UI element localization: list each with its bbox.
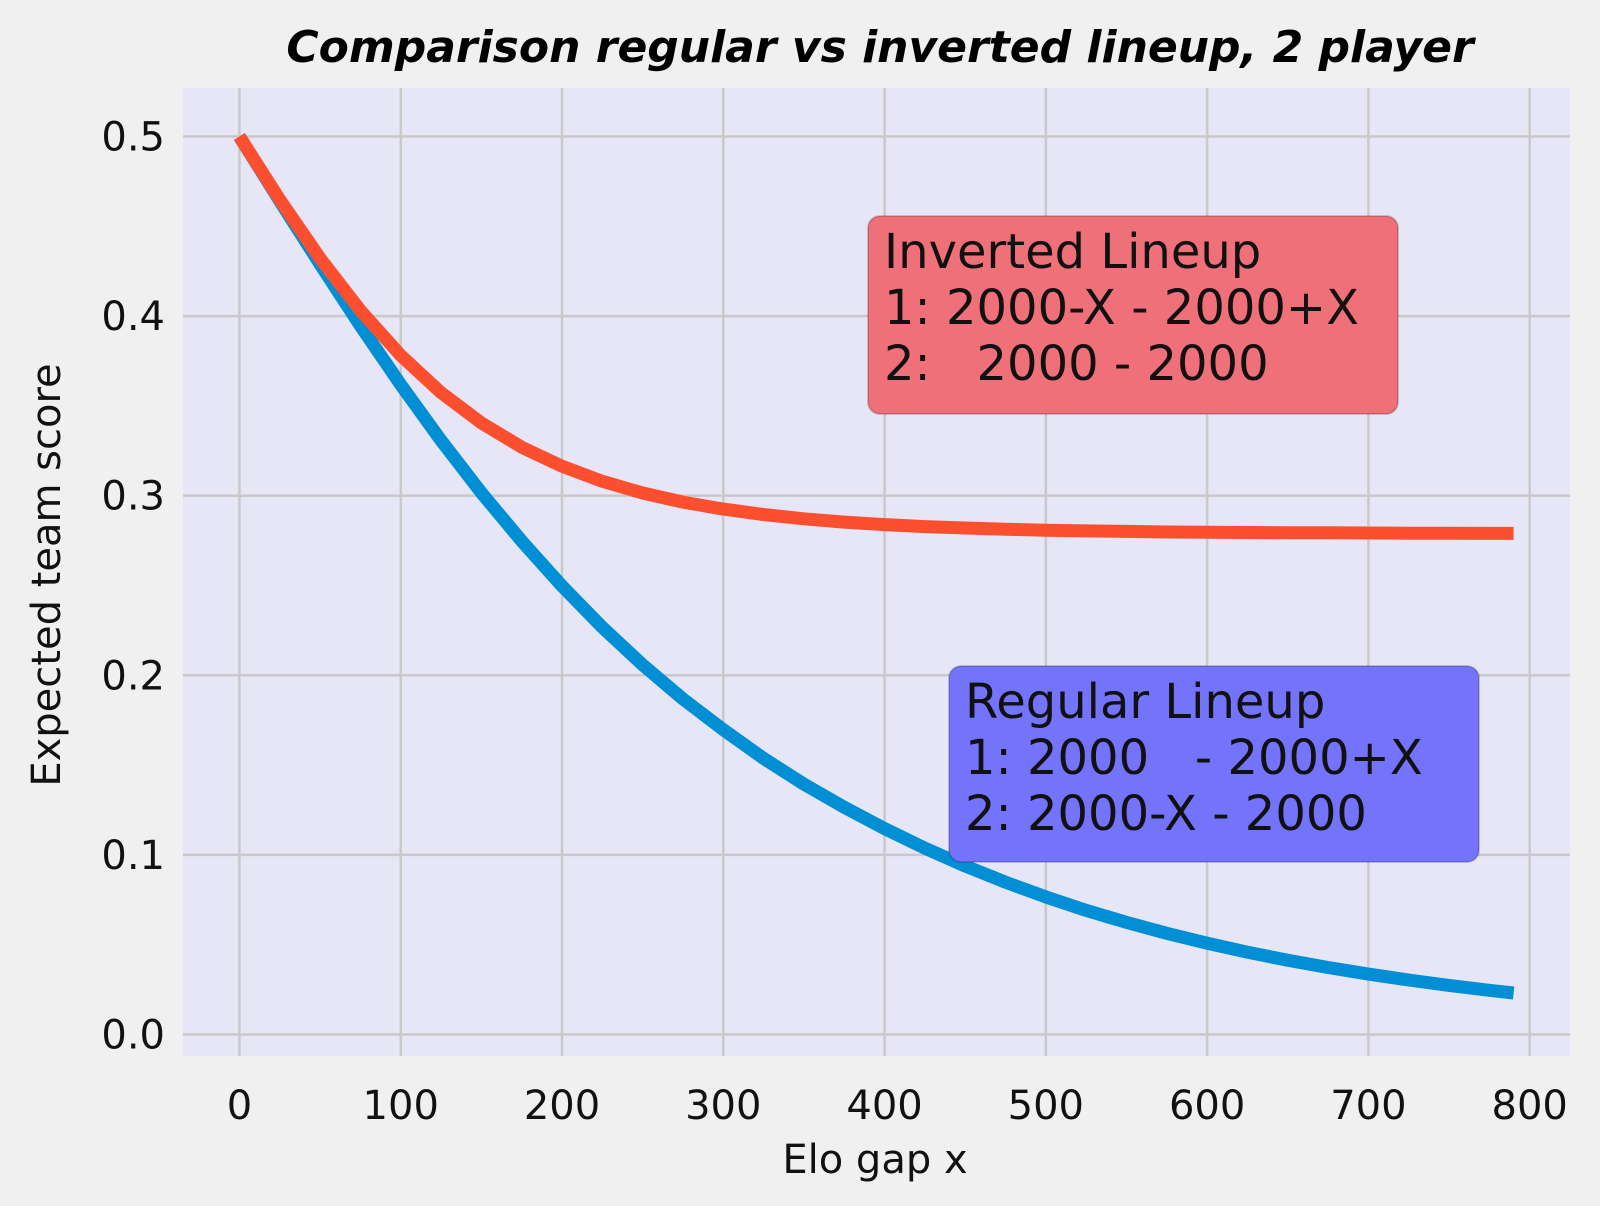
x-tick-label-2: 200 — [524, 1083, 600, 1129]
annotation-text-1-2: 2: 2000-X - 2000 — [965, 786, 1367, 842]
y-tick-label-5: 0.5 — [101, 114, 165, 160]
series-line-0 — [233, 133, 1515, 1000]
annotation-text-0-1: 1: 2000-X - 2000+X — [884, 280, 1359, 336]
series-line-1 — [233, 132, 1514, 540]
annotation-text-0-2: 2: 2000 - 2000 — [884, 336, 1269, 392]
y-tick-label-3: 0.3 — [101, 474, 165, 520]
y-axis-label: Expected team score — [24, 363, 70, 786]
annotation-text-1-1: 1: 2000 - 2000+X — [965, 730, 1423, 786]
x-tick-label-5: 500 — [1008, 1083, 1084, 1129]
y-tick-label-0: 0.0 — [101, 1012, 165, 1058]
x-tick-label-7: 700 — [1330, 1083, 1406, 1129]
annotation-box-background-1 — [948, 665, 1480, 863]
x-tick-labels: 0 100 200 300 400 500 600 700 800 — [227, 1083, 1568, 1129]
annotation-text-0-0: Inverted Lineup — [884, 224, 1261, 280]
series-group — [233, 132, 1515, 1000]
y-tick-labels: 0.0 0.1 0.2 0.3 0.4 0.5 — [101, 114, 165, 1058]
y-tick-label-1: 0.1 — [101, 833, 165, 879]
y-tick-label-4: 0.4 — [101, 294, 165, 340]
x-tick-label-8: 800 — [1492, 1083, 1568, 1129]
x-axis-label: Elo gap x — [782, 1137, 967, 1183]
x-tick-label-1: 100 — [363, 1083, 439, 1129]
x-tick-label-4: 400 — [846, 1083, 922, 1129]
annotation-box-background-0 — [867, 215, 1399, 415]
annotation-text-1-0: Regular Lineup — [965, 674, 1325, 730]
x-tick-label-3: 300 — [685, 1083, 761, 1129]
chart-title: Comparison regular vs inverted lineup, 2… — [286, 22, 1476, 73]
x-tick-label-6: 600 — [1169, 1083, 1245, 1129]
x-tick-label-0: 0 — [227, 1083, 252, 1129]
y-tick-label-2: 0.2 — [101, 653, 165, 699]
